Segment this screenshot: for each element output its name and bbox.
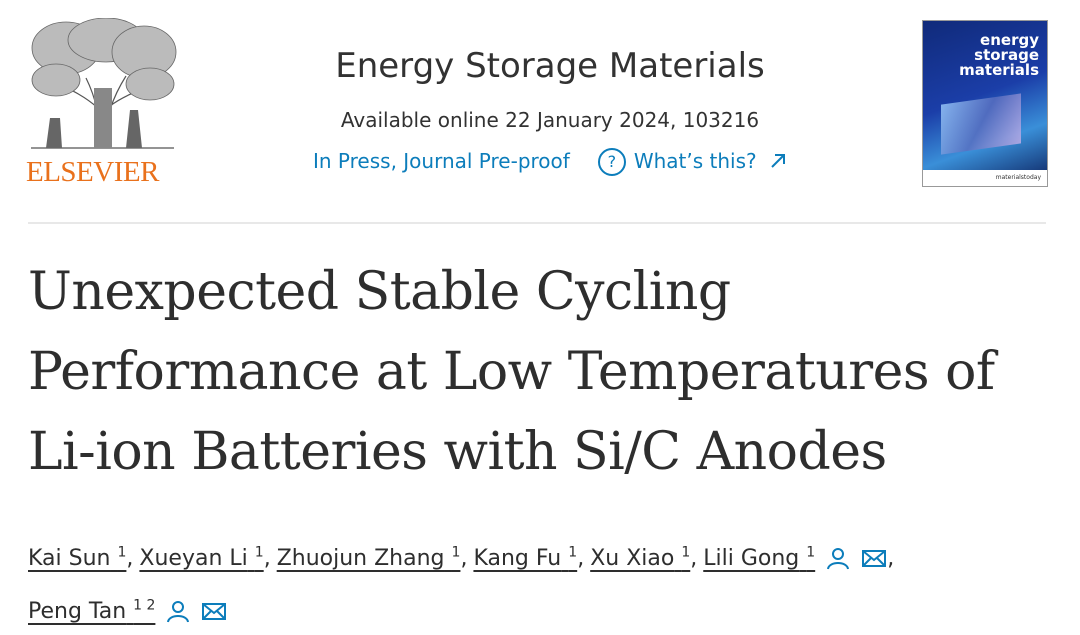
- separator: ,: [126, 546, 134, 572]
- cover-brand: materialstoday: [995, 174, 1041, 181]
- divider: [28, 222, 1046, 224]
- title-line: Performance at Low Temperatures of: [28, 342, 995, 402]
- author[interactable]: Peng Tan 1 2: [28, 597, 156, 624]
- author[interactable]: Xueyan Li 1: [139, 545, 264, 572]
- author-list: Kai Sun 1, Xueyan Li 1, Zhuojun Zhang 1, Ka…: [28, 530, 1048, 635]
- author-name[interactable]: Lili Gong: [703, 546, 800, 572]
- cover-art: [941, 93, 1021, 155]
- publisher-logo-text: ELSEVIER: [26, 156, 159, 188]
- affiliation-ref[interactable]: 1: [254, 545, 264, 561]
- person-icon[interactable]: [825, 546, 851, 570]
- cover-title-line: storage: [974, 46, 1039, 64]
- separator: ,: [460, 546, 468, 572]
- author[interactable]: Kang Fu 1: [473, 545, 578, 572]
- separator: ,: [263, 546, 271, 572]
- author-name[interactable]: Kang Fu: [473, 546, 562, 572]
- author[interactable]: Lili Gong 1: [703, 545, 816, 572]
- title-line: Unexpected Stable Cycling: [28, 262, 731, 322]
- person-icon[interactable]: [165, 599, 191, 623]
- affiliation-ref[interactable]: 1 2: [133, 597, 156, 614]
- mail-icon[interactable]: [861, 546, 887, 570]
- cover-footer: materialstoday: [923, 170, 1047, 186]
- affiliation-ref[interactable]: 1: [451, 545, 461, 561]
- cover-title-line: materials: [959, 61, 1039, 79]
- status-line: In Press, Journal Pre-proof? What’s this?: [200, 148, 900, 176]
- article-title: Unexpected Stable Cycling Performance at…: [28, 252, 995, 492]
- affiliation-ref[interactable]: 1: [806, 545, 816, 561]
- author-name[interactable]: Peng Tan: [28, 598, 127, 624]
- author-name[interactable]: Kai Sun: [28, 546, 111, 572]
- help-icon[interactable]: ?: [597, 148, 626, 176]
- author[interactable]: Kai Sun 1: [28, 545, 127, 572]
- author-name[interactable]: Xu Xiao: [590, 546, 675, 572]
- whats-this-link[interactable]: What’s this?: [633, 149, 757, 173]
- affiliation-ref[interactable]: 1: [117, 545, 127, 561]
- mail-icon[interactable]: [201, 599, 227, 623]
- cover-title-line: energy: [980, 31, 1039, 49]
- affiliation-ref[interactable]: 1: [568, 545, 578, 561]
- availability: Available online 22 January 2024, 103216: [340, 108, 760, 132]
- external-icon: [771, 154, 785, 168]
- journal-cover[interactable]: energy storage materials materialstoday: [922, 20, 1048, 187]
- separator: ,: [690, 546, 698, 572]
- status-link[interactable]: In Press, Journal Pre-proof: [313, 149, 570, 173]
- title-line: Li-ion Batteries with Si/C Anodes: [28, 422, 887, 482]
- affiliation-ref[interactable]: 1: [681, 545, 691, 561]
- journal-name[interactable]: Energy Storage Materials: [335, 46, 765, 86]
- cover-title: energy storage materials: [959, 33, 1039, 78]
- author[interactable]: Xu Xiao 1: [590, 545, 691, 572]
- separator: ,: [887, 546, 895, 572]
- author-name[interactable]: Xueyan Li: [139, 546, 248, 572]
- separator: ,: [577, 546, 585, 572]
- author-name[interactable]: Zhuojun Zhang: [276, 546, 445, 572]
- elsevier-tree-logo: [31, 18, 177, 149]
- author[interactable]: Zhuojun Zhang 1: [276, 545, 461, 572]
